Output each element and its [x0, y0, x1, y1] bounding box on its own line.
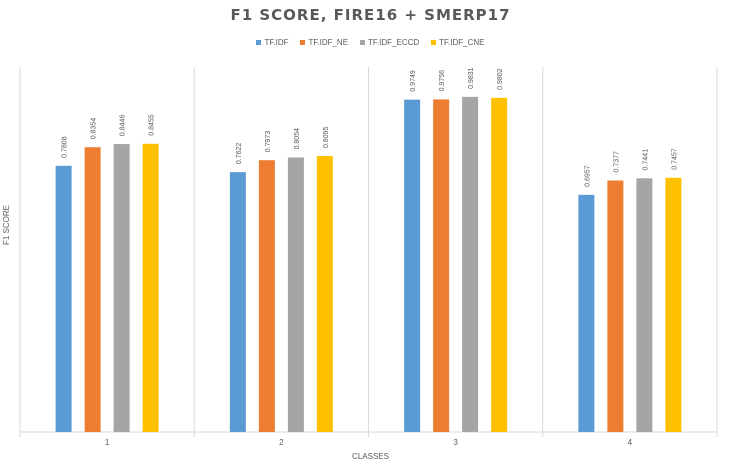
- data-label: 0.6957: [584, 165, 591, 187]
- bar: [142, 143, 159, 433]
- data-label: 0.8054: [294, 128, 301, 150]
- x-tick-label: 1: [105, 438, 110, 447]
- x-tick-label: 3: [453, 438, 458, 447]
- data-label: 0.8446: [120, 115, 127, 137]
- bar: [84, 147, 101, 433]
- legend: TF.IDF TF.IDF_NE TF.IDF_ECCD TF.IDF_CNE: [0, 38, 741, 47]
- data-label: 0.8095: [323, 127, 330, 149]
- legend-item-tfidf-ne: TF.IDF_NE: [300, 38, 348, 47]
- bar: [491, 97, 508, 432]
- legend-item-tfidf: TF.IDF: [256, 38, 288, 47]
- data-label: 0.7377: [613, 151, 620, 173]
- data-label: 0.7457: [671, 148, 678, 170]
- bar: [433, 99, 450, 432]
- legend-item-tfidf-eccd: TF.IDF_ECCD: [360, 38, 419, 47]
- bar: [55, 165, 72, 432]
- data-label: 0.7622: [236, 143, 243, 165]
- data-label: 0.8455: [149, 114, 156, 136]
- bar: [258, 160, 275, 432]
- bar: [636, 178, 653, 432]
- data-label: 0.9831: [468, 67, 475, 89]
- legend-swatch-tfidf: [256, 40, 262, 45]
- legend-label-tfidf-cne: TF.IDF_CNE: [439, 38, 485, 47]
- x-axis-label: CLASSES: [352, 452, 389, 461]
- legend-item-tfidf-cne: TF.IDF_CNE: [431, 38, 485, 47]
- data-label: 0.7808: [62, 136, 69, 158]
- x-tick-label: 2: [279, 438, 284, 447]
- bar: [665, 177, 682, 432]
- bar: [404, 99, 421, 432]
- bar: [316, 156, 333, 432]
- legend-label-tfidf-ne: TF.IDF_NE: [308, 38, 349, 47]
- bar: [287, 157, 304, 432]
- data-label: 0.9756: [439, 70, 446, 92]
- legend-swatch-tfidf-eccd: [360, 40, 366, 45]
- legend-swatch-tfidf-ne: [300, 40, 306, 45]
- legend-label-tfidf-eccd: TF.IDF_ECCD: [368, 38, 420, 47]
- bar: [113, 144, 130, 432]
- data-label: 0.7973: [265, 131, 272, 153]
- y-axis-label: F1 SCORE: [2, 204, 11, 245]
- bar: [578, 194, 595, 432]
- legend-label-tfidf: TF.IDF: [264, 38, 289, 47]
- bar: [607, 180, 624, 432]
- x-tick-label: 4: [628, 438, 633, 447]
- chart-title: F1 SCORE, FIRE16 + SMERP17: [230, 6, 511, 24]
- data-label: 0.9802: [497, 68, 504, 90]
- bar: [229, 172, 246, 432]
- bar: [462, 96, 479, 433]
- data-label: 0.8354: [91, 118, 98, 140]
- data-label: 0.7441: [642, 149, 649, 171]
- data-label: 0.9749: [410, 70, 417, 92]
- legend-swatch-tfidf-cne: [431, 40, 437, 45]
